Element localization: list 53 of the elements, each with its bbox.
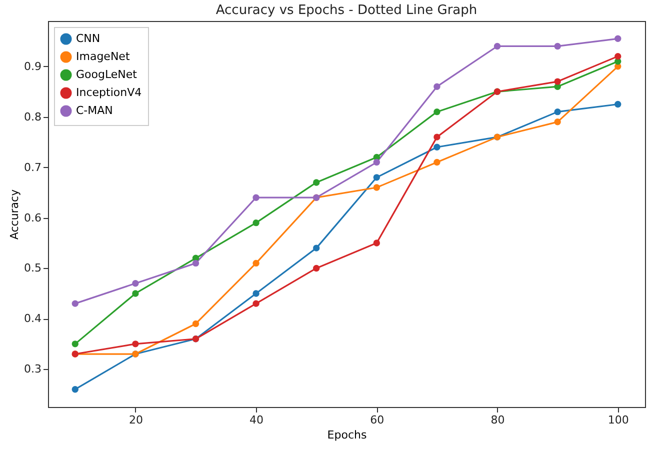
x-tick-label: 100 [608, 414, 629, 426]
point [554, 118, 561, 126]
point [614, 52, 622, 60]
y-tick-label: 0.4 [24, 312, 42, 326]
point [132, 290, 139, 297]
point [614, 100, 622, 108]
legend-label: CNN [76, 32, 100, 45]
point [554, 108, 561, 116]
point [614, 35, 622, 42]
legend-label: C-MAN [76, 104, 113, 117]
point [252, 194, 260, 201]
point [373, 184, 380, 191]
point [192, 260, 200, 267]
point [554, 42, 561, 50]
point [72, 300, 78, 307]
y-tick-label: 0.6 [24, 211, 42, 224]
x-tick-label: 80 [490, 414, 505, 426]
y-tick-label: 0.3 [24, 362, 42, 376]
x-tick-label: 60 [370, 414, 384, 426]
x-tick-label: 40 [250, 414, 264, 426]
y-tick-label: 0.5 [24, 262, 42, 275]
point [132, 280, 139, 287]
point [252, 260, 260, 267]
point [132, 340, 139, 348]
x-axis-title: Epochs [327, 428, 367, 442]
point [434, 108, 440, 116]
legend-label: InceptionV4 [76, 86, 142, 99]
point [554, 78, 561, 85]
chart-title: Accuracy vs Epochs - Dotted Line Graph [216, 3, 478, 18]
x-tick-label: 20 [128, 414, 143, 426]
point [252, 219, 260, 226]
point [312, 179, 320, 186]
y-tick-label: 0.9 [24, 60, 42, 73]
point [434, 144, 440, 150]
point [252, 300, 260, 307]
point [252, 290, 260, 297]
point [373, 174, 380, 181]
point [373, 158, 380, 166]
point [494, 42, 501, 50]
y-axis-title: Accuracy [8, 188, 22, 240]
legend-label: GoogLeNet [76, 68, 138, 81]
point [434, 134, 440, 140]
legend-label: ImageNet [76, 50, 130, 63]
point [72, 340, 78, 348]
point [72, 386, 78, 393]
y-tick-label: 0.8 [24, 110, 42, 124]
point [434, 83, 440, 90]
point [373, 240, 380, 246]
point [312, 244, 320, 252]
point [192, 320, 200, 328]
point [434, 158, 440, 166]
point [312, 264, 320, 272]
y-tick-label: 0.7 [24, 160, 42, 174]
